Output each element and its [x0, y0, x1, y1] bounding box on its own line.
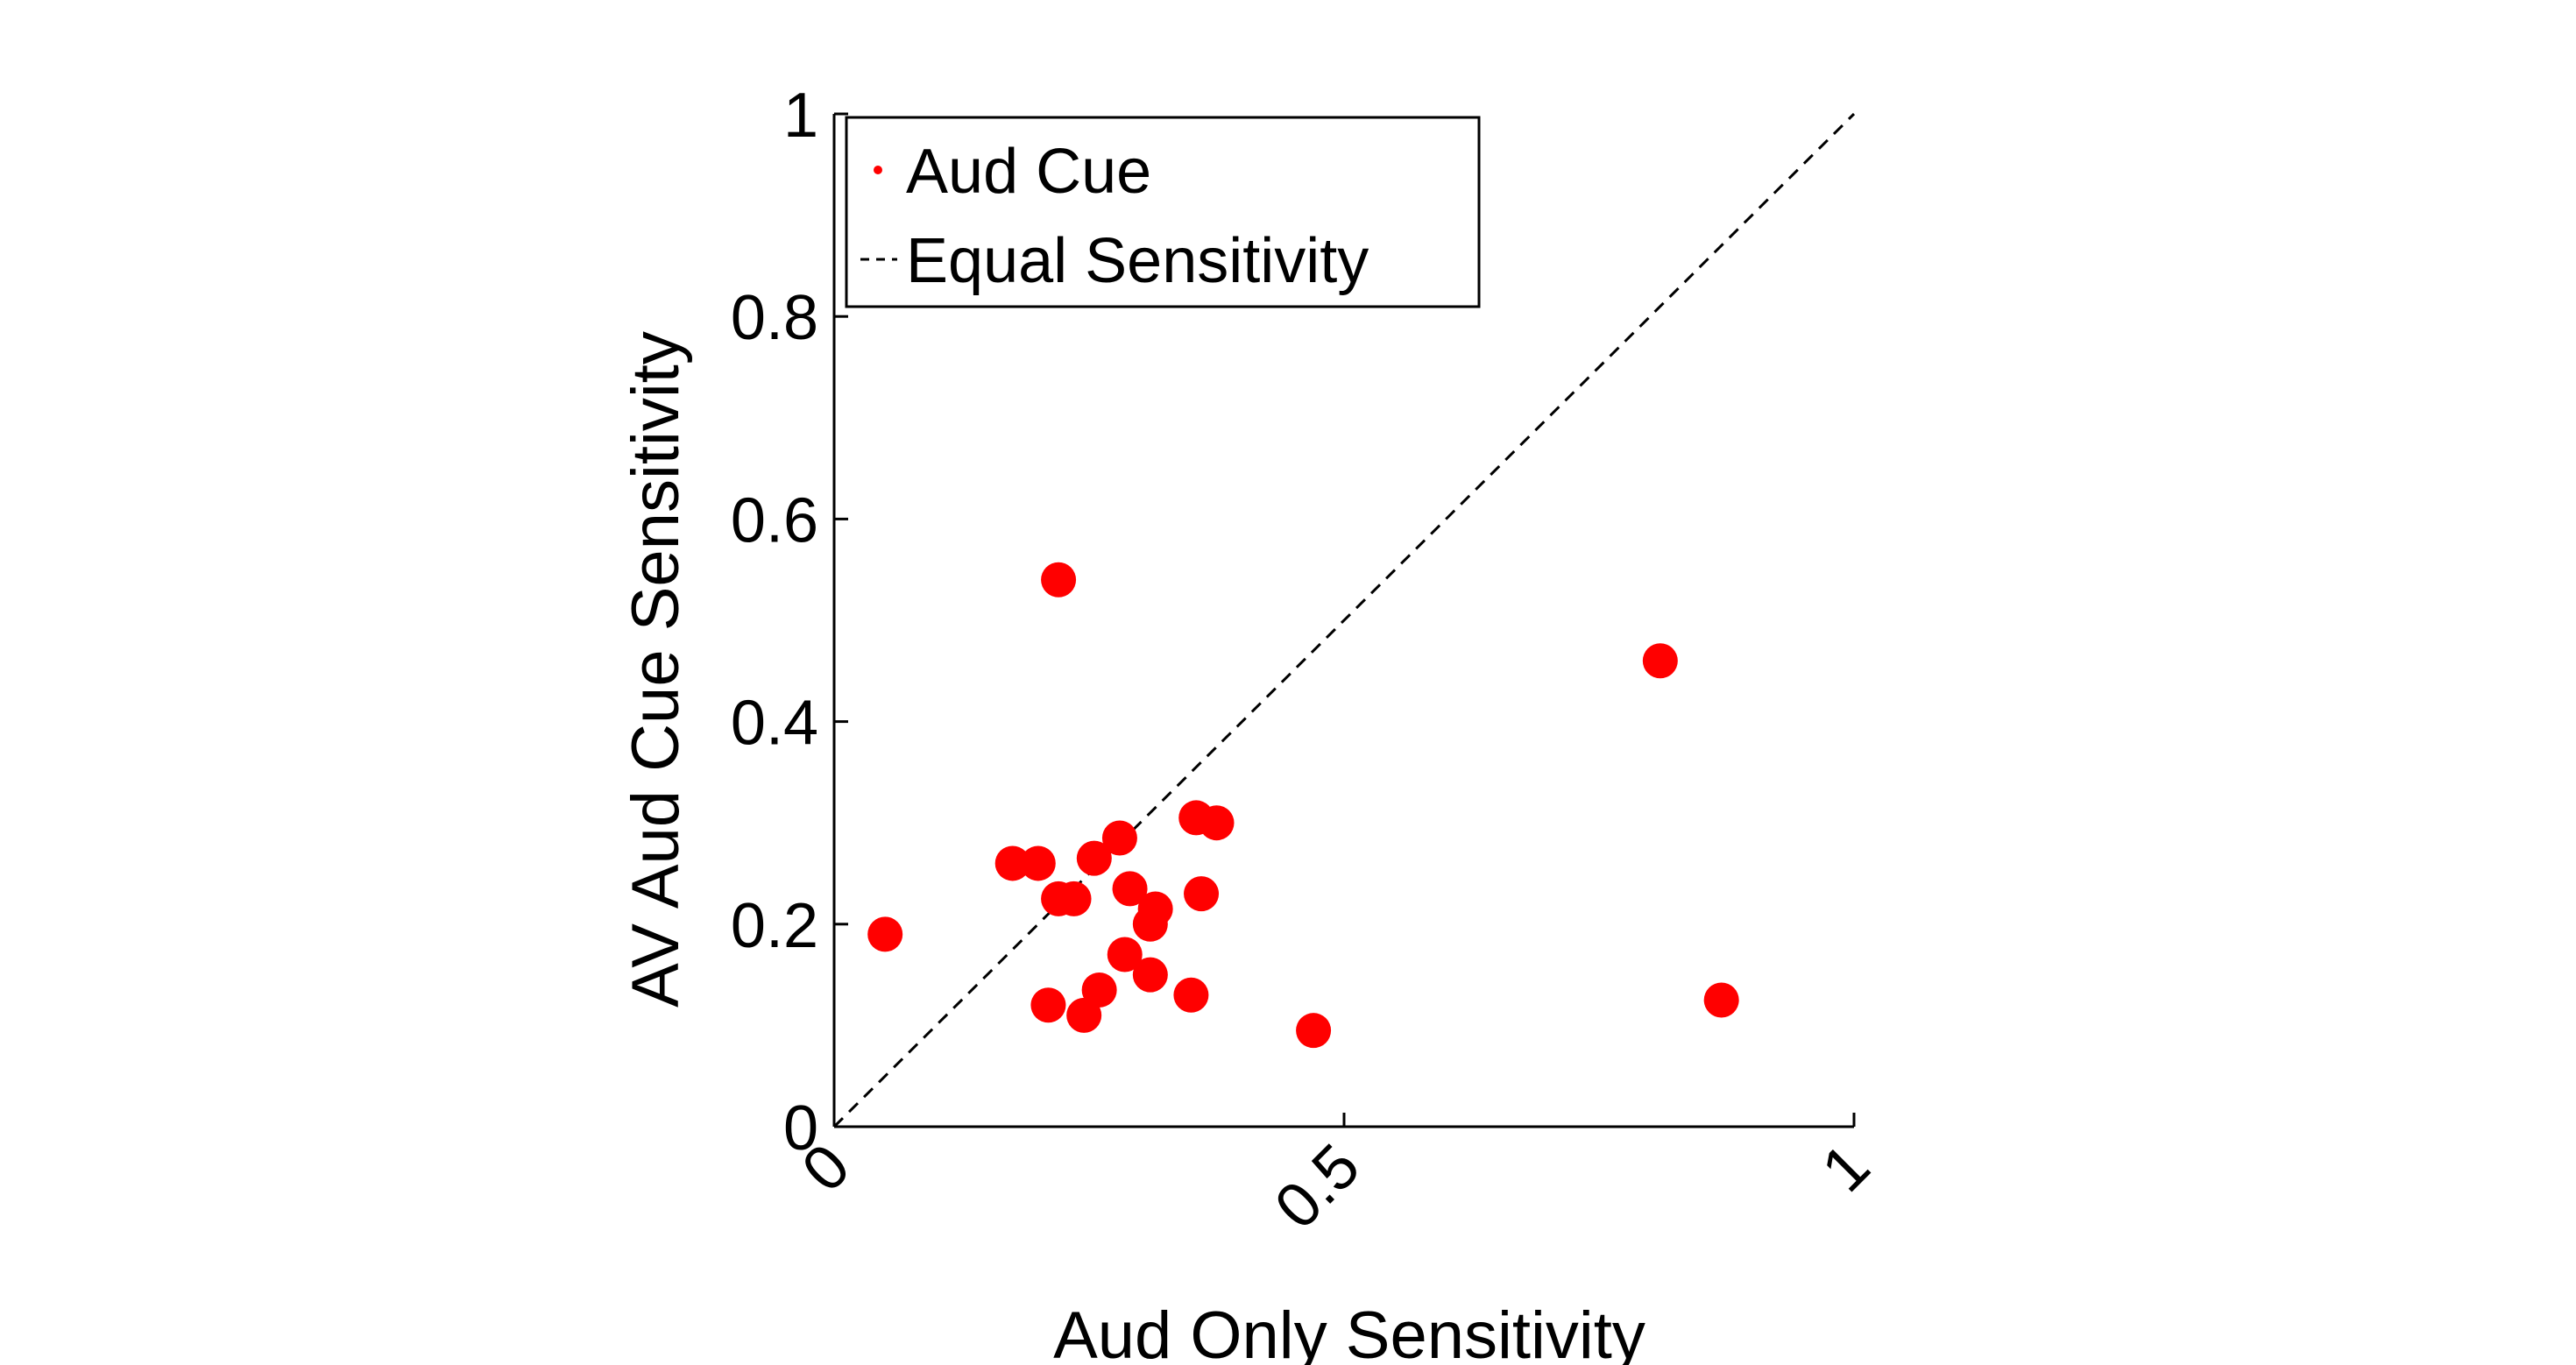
y-tick-label-6: 1	[783, 81, 818, 151]
y-axis-label: AV Aud Cue Sensitivity	[619, 331, 693, 1008]
legend-box	[845, 116, 1481, 308]
data-point-11	[1132, 906, 1168, 942]
data-point-7	[1076, 840, 1112, 876]
data-point-22	[1642, 643, 1678, 679]
equal-sensitivity-line	[832, 112, 1856, 1128]
data-point-19	[1199, 805, 1235, 841]
x-tick-label-2: 0.5	[1262, 1131, 1373, 1242]
data-point-6	[1056, 881, 1092, 916]
data-point-16	[1066, 997, 1102, 1033]
data-point-14	[1081, 972, 1117, 1008]
y-tick-label-3: 0.4	[731, 689, 818, 759]
x-tick-label-3: 1	[1808, 1131, 1883, 1206]
x-axis-label: Aud Only Sensitivity	[1053, 1298, 1645, 1365]
data-point-4	[1020, 845, 1056, 881]
legend: Aud Cue Equal Sensitivity	[845, 116, 1481, 308]
data-point-12	[1107, 937, 1143, 972]
legend-label-aud-cue: Aud Cue	[906, 137, 1151, 207]
data-point-20	[1184, 876, 1220, 912]
data-point-8	[1101, 820, 1137, 856]
data-point-2	[1041, 562, 1077, 598]
data-point-3	[994, 845, 1030, 881]
y-tick-label-4: 0.6	[731, 485, 818, 555]
y-tick-label-2: 0.2	[731, 891, 818, 961]
data-point-1	[867, 916, 903, 952]
data-point-21	[1296, 1013, 1332, 1049]
y-tick-label-5: 0.8	[731, 283, 818, 353]
data-point-23	[1703, 982, 1739, 1018]
legend-marker-aud-cue	[874, 166, 882, 174]
plot-area	[832, 112, 1856, 1128]
data-point-17	[1173, 977, 1209, 1013]
data-point-15	[1030, 987, 1066, 1023]
data-point-13	[1132, 957, 1168, 993]
data-point-9	[1112, 871, 1148, 907]
y-tick-label-1: 0	[783, 1093, 818, 1163]
legend-label-equal-sensitivity: Equal Sensitivity	[906, 226, 1369, 296]
